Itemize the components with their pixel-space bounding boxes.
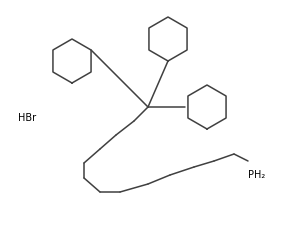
Text: PH₂: PH₂: [248, 169, 265, 179]
Text: HBr: HBr: [18, 112, 36, 122]
